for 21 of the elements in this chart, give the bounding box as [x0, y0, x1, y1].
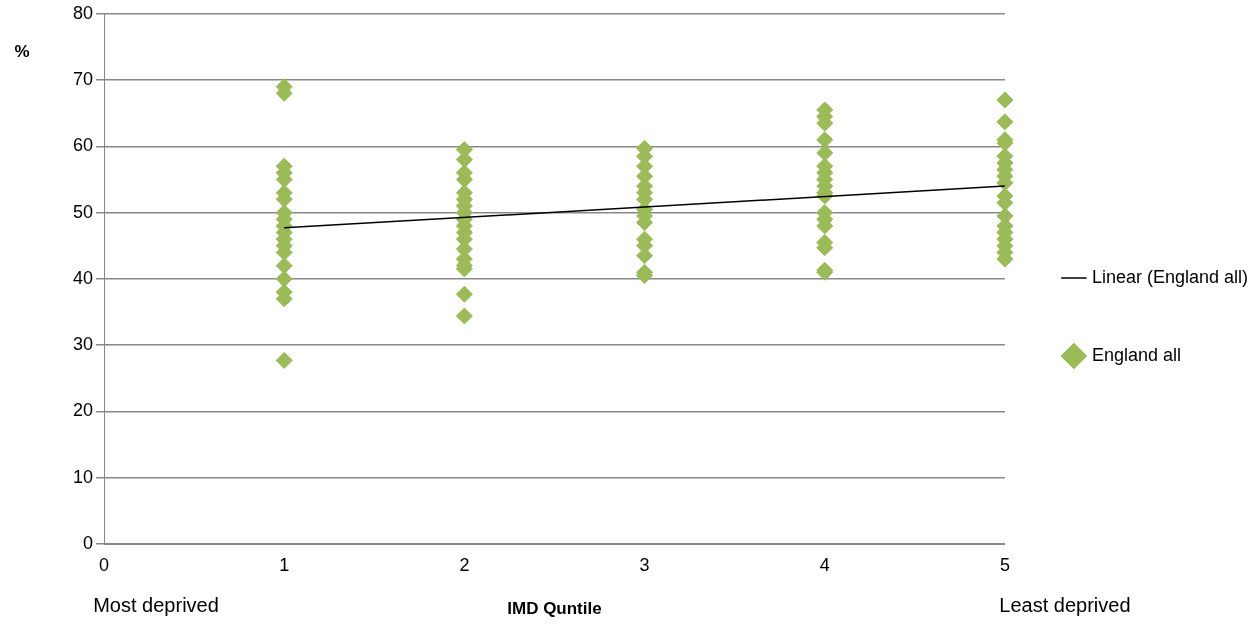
y-tick-label: 70 [72, 69, 94, 90]
y-tick-label: 50 [72, 201, 94, 222]
x-tick-label: 4 [819, 554, 830, 575]
x-tick-label: 5 [999, 554, 1010, 575]
y-tick-label: 0 [83, 532, 94, 553]
y-tick-label: 20 [72, 400, 94, 421]
y-tick-label: 30 [72, 334, 94, 355]
x-tick-label: 2 [459, 554, 470, 575]
x-axis-title: IMD Quntile [507, 599, 602, 619]
legend-label: England all [1091, 344, 1181, 365]
y-tick-label: 10 [72, 466, 94, 487]
text: Most deprived [93, 593, 219, 616]
y-tick-label: 80 [72, 2, 94, 23]
legend-label: Linear (England all) [1091, 266, 1248, 287]
y-tick-label: 60 [72, 135, 94, 156]
x-tick-label: 1 [279, 554, 290, 575]
x-tick-label: 0 [99, 554, 110, 575]
y-axis-title: % [14, 42, 30, 62]
text: Least deprived [999, 593, 1131, 616]
x-tick-label: 3 [639, 554, 650, 575]
y-tick-label: 40 [72, 267, 94, 288]
